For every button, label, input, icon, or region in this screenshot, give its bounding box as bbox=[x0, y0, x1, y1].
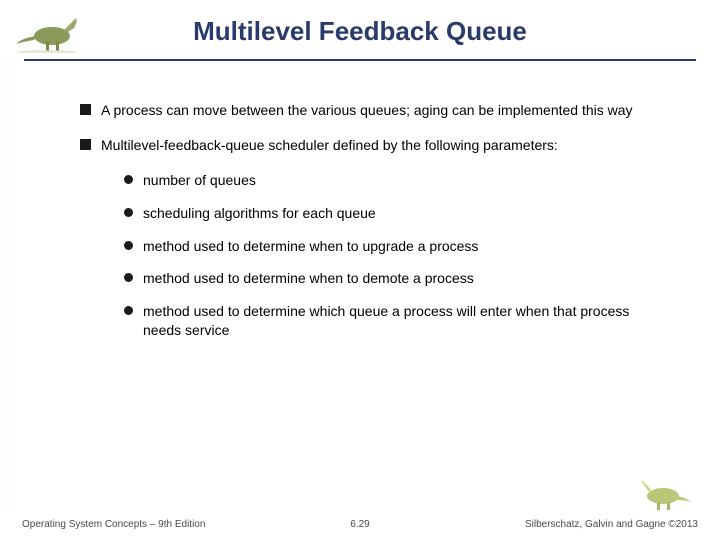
bullet-text: method used to determine when to demote … bbox=[143, 269, 474, 288]
slide-title: Multilevel Feedback Queue bbox=[0, 0, 720, 59]
footer-copyright: Silberschatz, Galvin and Gagne ©2013 bbox=[473, 519, 698, 530]
dot-bullet-icon bbox=[124, 306, 133, 315]
bullet-level1: Multilevel-feedback-queue scheduler defi… bbox=[80, 136, 670, 155]
footer-page-number: 6.29 bbox=[247, 519, 472, 530]
bullet-level1: A process can move between the various q… bbox=[80, 101, 670, 120]
dinosaur-icon bbox=[12, 8, 82, 53]
slide-footer: Operating System Concepts – 9th Edition … bbox=[0, 519, 720, 530]
bullet-level2: method used to determine when to demote … bbox=[124, 269, 670, 288]
square-bullet-icon bbox=[80, 104, 91, 115]
dot-bullet-icon bbox=[124, 175, 133, 184]
square-bullet-icon bbox=[80, 139, 91, 150]
dot-bullet-icon bbox=[124, 208, 133, 217]
bullet-text: A process can move between the various q… bbox=[101, 101, 633, 120]
bullet-level2: method used to determine when to upgrade… bbox=[124, 237, 670, 256]
dinosaur-icon bbox=[637, 472, 692, 512]
slide-content: A process can move between the various q… bbox=[0, 61, 720, 340]
bullet-text: scheduling algorithms for each queue bbox=[143, 204, 376, 223]
left-decorative-strip bbox=[0, 60, 18, 510]
bullet-text: number of queues bbox=[143, 171, 256, 190]
bullet-text: method used to determine when to upgrade… bbox=[143, 237, 478, 256]
dot-bullet-icon bbox=[124, 273, 133, 282]
bullet-text: Multilevel-feedback-queue scheduler defi… bbox=[101, 136, 558, 155]
bullet-level2: number of queues bbox=[124, 171, 670, 190]
dot-bullet-icon bbox=[124, 241, 133, 250]
bullet-level2: method used to determine which queue a p… bbox=[124, 302, 670, 340]
footer-book-title: Operating System Concepts – 9th Edition bbox=[22, 519, 247, 530]
sub-bullet-group: number of queues scheduling algorithms f… bbox=[80, 171, 670, 340]
bullet-text: method used to determine which queue a p… bbox=[143, 302, 670, 340]
bullet-level2: scheduling algorithms for each queue bbox=[124, 204, 670, 223]
